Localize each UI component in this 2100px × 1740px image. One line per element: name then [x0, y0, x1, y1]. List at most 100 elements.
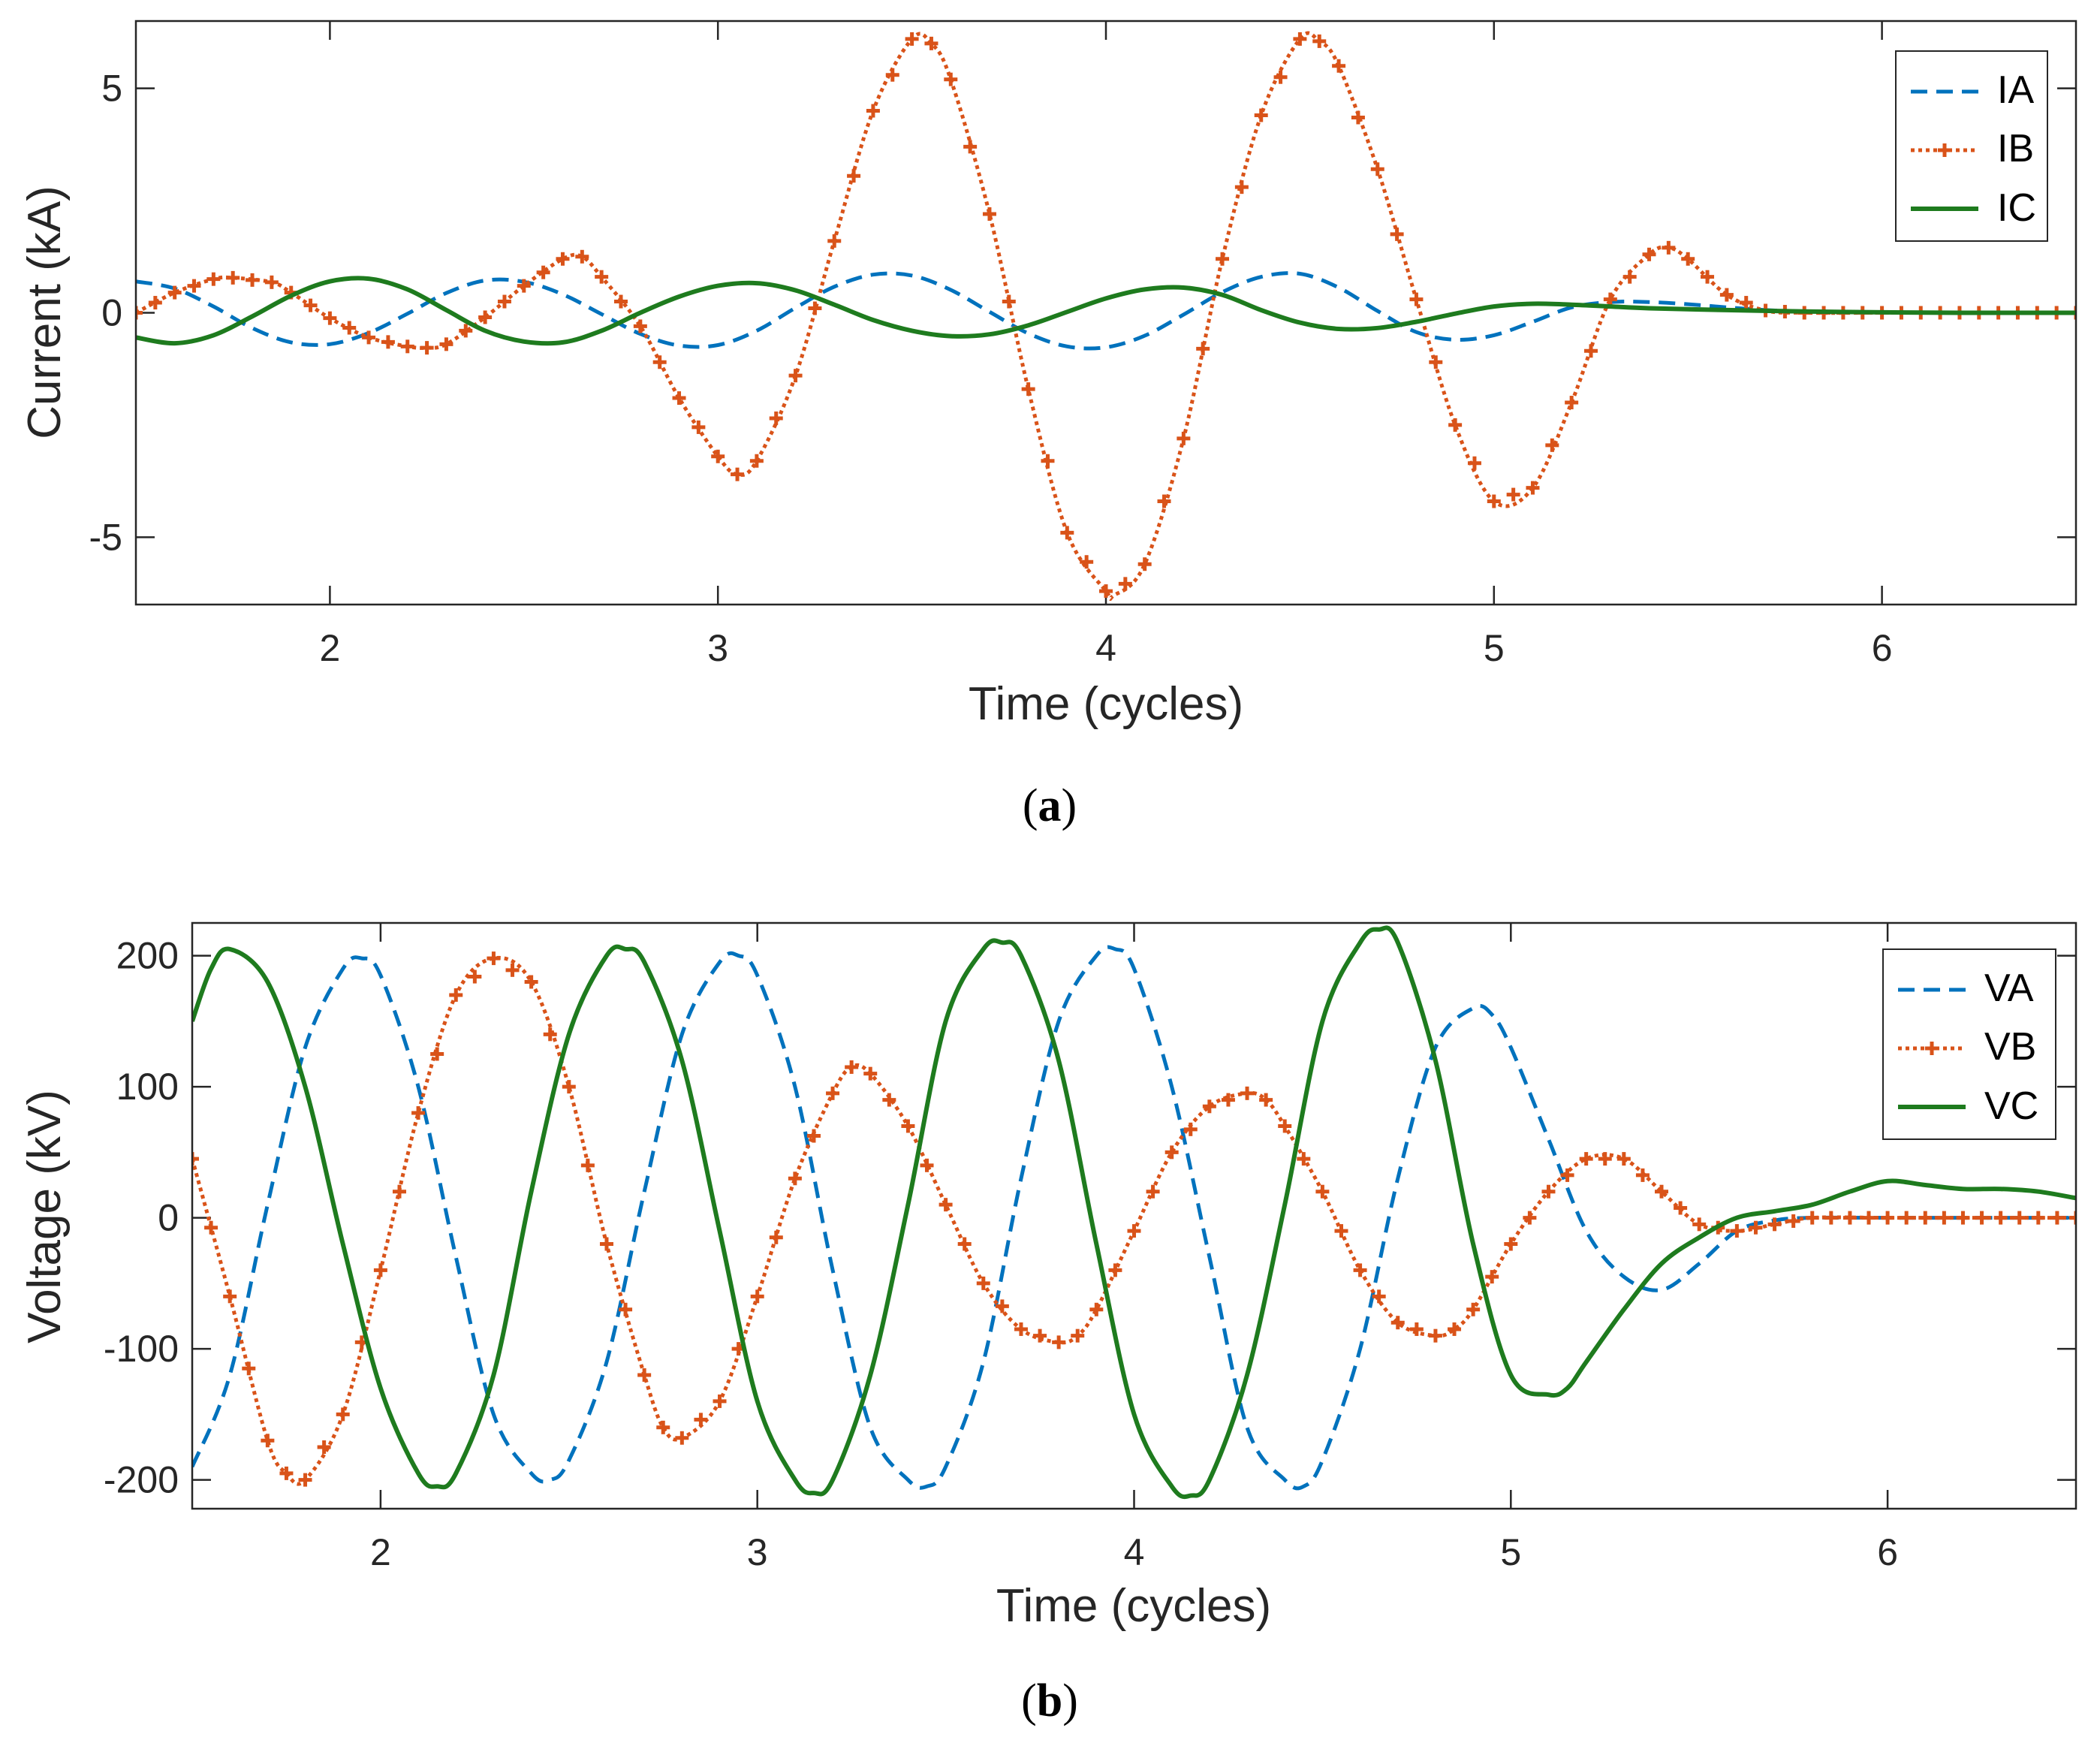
series-point-vb-27: [694, 1413, 708, 1427]
x-tick-label-2: 2: [319, 627, 340, 669]
series-point-ib-54: [1177, 431, 1191, 445]
series-point-vb-65: [1409, 1322, 1424, 1336]
y-tick-label--200: -200: [104, 1459, 179, 1501]
series-point-vb-14: [449, 988, 463, 1002]
series-point-vb-11: [392, 1184, 406, 1199]
series-point-ib-81: [1701, 270, 1715, 284]
series-point-ib-9: [303, 298, 318, 312]
series-point-vb-44: [1014, 1322, 1028, 1336]
series-point-vb-64: [1390, 1316, 1405, 1330]
series-point-vb-88: [1842, 1211, 1857, 1225]
series-point-ib-41: [924, 36, 939, 50]
series-point-vb-8: [336, 1407, 350, 1422]
series-point-vb-35: [845, 1060, 859, 1074]
series-point-ib-72: [1526, 481, 1540, 495]
series-point-ib-79: [1662, 240, 1676, 255]
series-point-ib-76: [1603, 292, 1617, 306]
series-point-ib-24: [595, 270, 609, 284]
series-point-ib-2: [167, 285, 182, 300]
series-point-vb-84: [1767, 1217, 1782, 1232]
series-point-ib-74: [1565, 396, 1579, 410]
series-point-ib-37: [847, 169, 861, 183]
x-tick-label-5: 5: [1500, 1531, 1521, 1573]
series-point-ib-33: [769, 411, 783, 425]
series-point-vb-28: [713, 1394, 727, 1408]
series-point-vb-20: [562, 1080, 576, 1094]
chart-b-series-layer: [192, 925, 2076, 1500]
series-point-ib-31: [731, 467, 745, 481]
chart-b-x-axis-label: Time (cycles): [996, 1580, 1271, 1632]
y-tick-label-0: 0: [158, 1197, 179, 1239]
series-point-vb-53: [1183, 1122, 1198, 1136]
series-point-ib-80: [1681, 252, 1695, 266]
chart-a-legend-label-ic: IC: [1997, 186, 2036, 230]
series-point-ib-30: [711, 449, 725, 463]
series-point-ib-35: [808, 301, 822, 315]
series-point-ib-68: [1448, 418, 1463, 432]
series-point-ib-23: [575, 249, 589, 264]
chart-a-legend-label-ib: IB: [1997, 127, 2034, 170]
series-point-ib-75: [1584, 344, 1598, 358]
series-line-ic: [136, 276, 2076, 346]
series-point-vb-7: [317, 1440, 331, 1454]
series-point-ib-83: [1739, 296, 1753, 310]
series-point-vb-75: [1598, 1152, 1612, 1166]
series-point-ib-39: [885, 68, 899, 82]
series-point-ib-43: [963, 140, 978, 154]
series-point-vb-73: [1560, 1168, 1574, 1182]
series-point-vb-12: [411, 1106, 426, 1120]
series-point-ib-25: [614, 294, 628, 309]
series-point-vb-38: [901, 1119, 915, 1133]
y-tick-label-5: 5: [101, 68, 122, 110]
series-markers-vb: [192, 951, 2076, 1487]
series-point-vb-3: [242, 1362, 256, 1376]
y-tick-label-200: 200: [116, 935, 179, 977]
series-point-ib-38: [866, 104, 880, 118]
series-point-vb-60: [1315, 1184, 1330, 1199]
series-point-ib-36: [827, 234, 842, 248]
series-point-vb-25: [656, 1420, 670, 1434]
series-point-vb-68: [1466, 1302, 1481, 1316]
series-point-vb-72: [1541, 1184, 1556, 1199]
series-point-vb-49: [1108, 1263, 1122, 1277]
x-tick-label-4: 4: [1095, 627, 1116, 669]
series-point-vb-54: [1202, 1099, 1216, 1114]
y-tick-label--5: -5: [89, 516, 122, 558]
x-tick-label-6: 6: [1877, 1531, 1898, 1573]
chart-a-x-axis-label: Time (cycles): [969, 678, 1243, 730]
x-tick-label-5: 5: [1484, 627, 1505, 669]
chart-a-series-layer: [136, 31, 2076, 602]
chart-a-x-tick-labels: 2 3 4 5 6: [319, 627, 1892, 669]
series-va: [192, 945, 2076, 1491]
series-line-ia: [136, 271, 2076, 351]
y-tick-label--100: -100: [104, 1328, 179, 1370]
series-point-vb-13: [430, 1047, 444, 1061]
series-point-vb-46: [1052, 1335, 1066, 1349]
series-vb: [192, 951, 2076, 1487]
series-point-ib-62: [1332, 59, 1346, 73]
series-point-ib-53: [1157, 494, 1171, 508]
chart-b-y-tick-labels: -200 -100 0 100 200: [104, 935, 179, 1501]
chart-b-legend: VA VB VC: [1882, 948, 2056, 1140]
series-point-ib-46: [1021, 382, 1035, 397]
series-point-vb-17: [505, 963, 520, 977]
series-point-ib-22: [556, 252, 570, 266]
legend-marker-vb: [1925, 1042, 1939, 1055]
series-point-vb-36: [863, 1066, 878, 1081]
series-point-vb-23: [619, 1302, 633, 1316]
chart-b-caption-letter: b: [1037, 1675, 1062, 1726]
series-point-vb-39: [920, 1158, 934, 1172]
series-point-vb-4: [261, 1434, 275, 1448]
series-point-ib-71: [1506, 487, 1520, 502]
series-point-ib-45: [1002, 294, 1016, 309]
series-point-vb-15: [468, 970, 482, 984]
series-point-ib-6: [246, 273, 260, 287]
series-point-ib-4: [206, 272, 221, 286]
series-point-vb-99: [2050, 1211, 2064, 1225]
series-point-ib-20: [517, 279, 531, 293]
series-point-vb-93: [1937, 1211, 1951, 1225]
series-point-ib-10: [323, 311, 337, 325]
series-point-vb-85: [1786, 1214, 1800, 1228]
series-ia: [136, 271, 2076, 351]
series-point-vb-67: [1448, 1322, 1462, 1336]
